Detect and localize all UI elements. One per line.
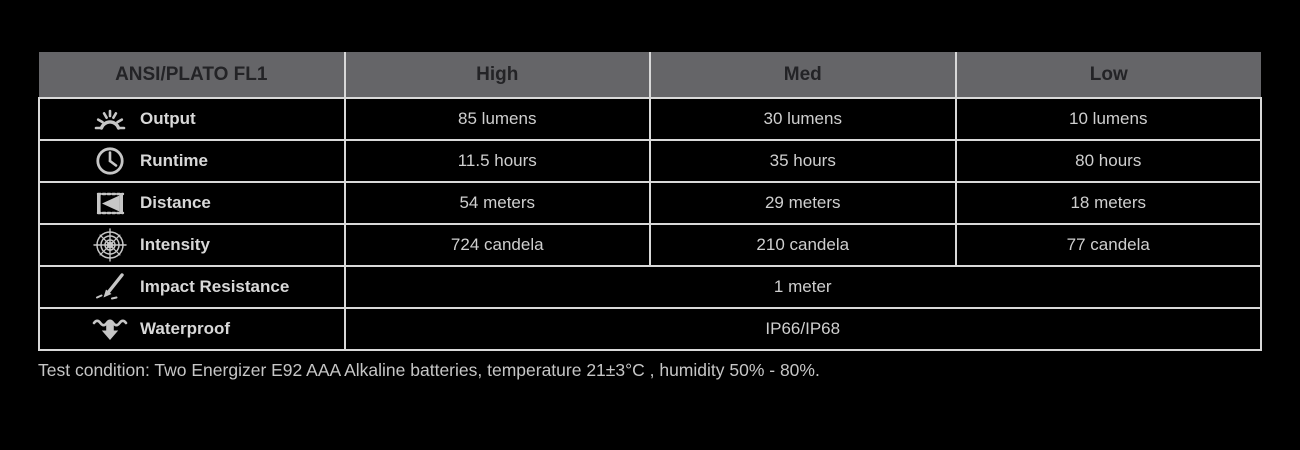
waterproof-icon: [90, 313, 130, 345]
row-label-impact: Intensity: [140, 235, 210, 254]
waterproof-label-cell: Waterproof: [38, 307, 346, 351]
intensity-high-value: 724 candela: [343, 223, 651, 267]
row-label-waterproof: Waterproof: [140, 319, 231, 338]
table-row-distance: Distance 54 meters 29 meters 18 meters: [38, 181, 1262, 225]
intensity-icon: [90, 228, 130, 262]
row-label-impact-resistance: Impact Resistance: [140, 277, 290, 296]
distance-label-cell: Distance: [38, 181, 346, 225]
row-label-output: Output: [140, 109, 196, 128]
intensity-low-value: 77 candela: [954, 223, 1262, 267]
intensity-label-cell: Intensity: [38, 223, 346, 267]
distance-med-value: 29 meters: [649, 181, 957, 225]
runtime-med-value: 35 hours: [649, 139, 957, 183]
output-low-value: 10 lumens: [954, 97, 1262, 141]
impact-resistance-icon: [90, 271, 130, 303]
runtime-high-value: 11.5 hours: [343, 139, 651, 183]
runtime-icon: [90, 145, 130, 177]
output-icon: [90, 103, 130, 135]
row-label-distance: Distance: [140, 193, 211, 212]
table-row-impact-resistance: Impact Resistance 1 meter: [38, 265, 1262, 309]
header-mode-med: Med: [649, 52, 957, 99]
test-condition-note: Test condition: Two Energizer E92 AAA Al…: [38, 360, 820, 380]
header-mode-high: High: [343, 52, 651, 99]
table-row-waterproof: Waterproof IP66/IP68: [38, 307, 1262, 351]
runtime-label-cell: Runtime: [38, 139, 346, 183]
header-standard: ANSI/PLATO FL1: [39, 52, 346, 99]
distance-low-value: 18 meters: [954, 181, 1262, 225]
header-row: ANSI/PLATO FL1 High Med Low: [39, 52, 1261, 99]
distance-high-value: 54 meters: [343, 181, 651, 225]
output-med-value: 30 lumens: [649, 97, 957, 141]
intensity-med-value: 210 candela: [649, 223, 957, 267]
impact-label-cell: Impact Resistance: [38, 265, 346, 309]
fl1-spec-table: ANSI/PLATO FL1 High Med Low: [38, 52, 1262, 351]
table-row-output: Output 85 lumens 30 lumens 10 lumens: [38, 97, 1262, 141]
fl1-spec-table-container: ANSI/PLATO FL1 High Med Low: [38, 52, 1262, 351]
row-label-runtime: Runtime: [140, 151, 208, 170]
output-label-cell: Output: [38, 97, 346, 141]
header-mode-low: Low: [954, 52, 1261, 99]
table-row-runtime: Runtime 11.5 hours 35 hours 80 hours: [38, 139, 1262, 183]
waterproof-value: IP66/IP68: [343, 307, 1262, 351]
impact-resistance-value: 1 meter: [343, 265, 1262, 309]
distance-icon: [90, 187, 130, 219]
table-row-intensity: Intensity 724 candela 210 candela 77 can…: [38, 223, 1262, 267]
output-high-value: 85 lumens: [343, 97, 651, 141]
runtime-low-value: 80 hours: [954, 139, 1262, 183]
